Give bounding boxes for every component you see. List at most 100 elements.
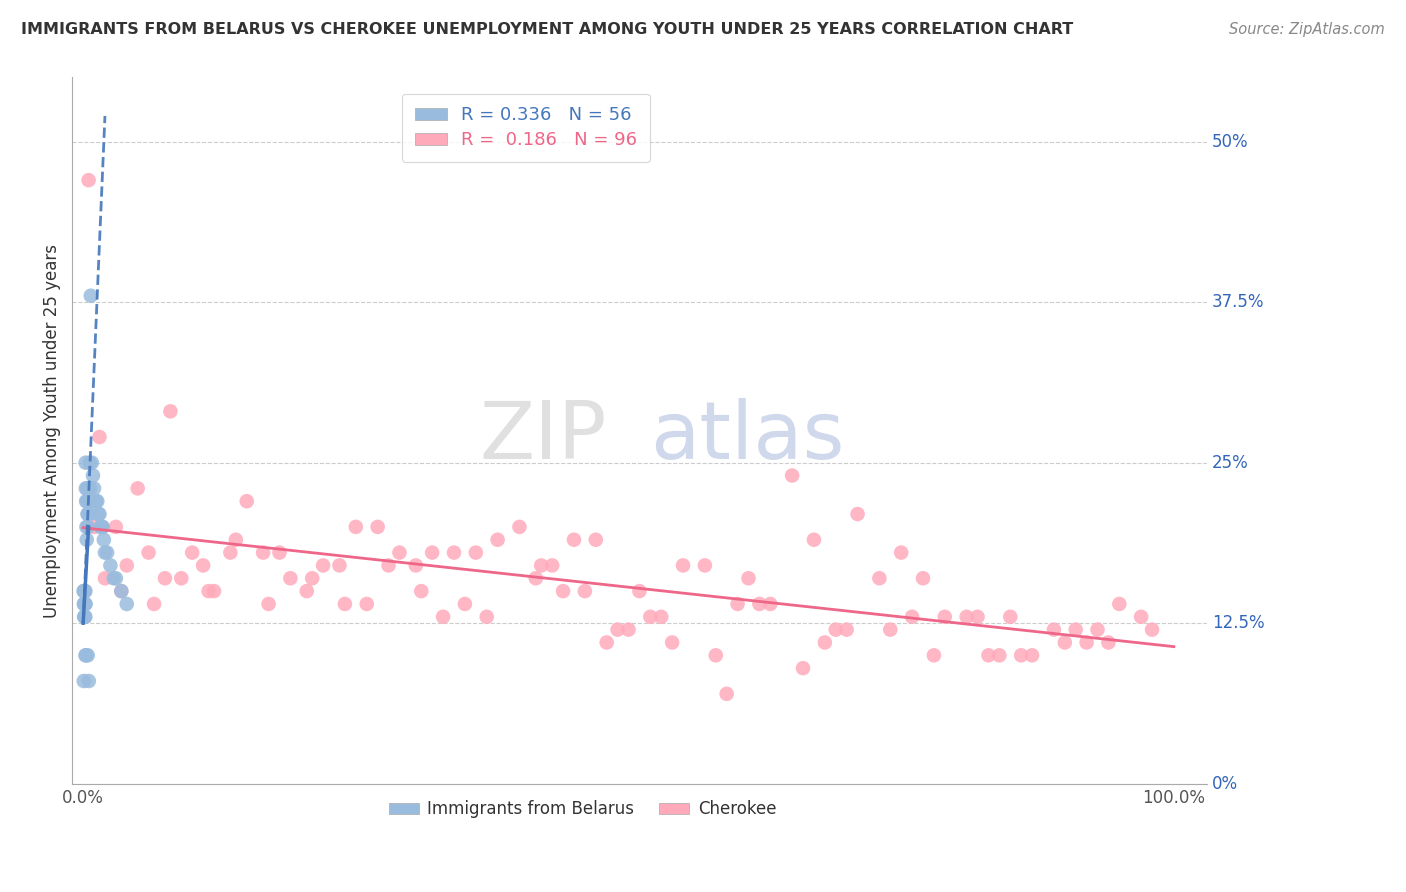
Point <box>82 468 104 483</box>
Point <box>344 520 367 534</box>
Point <box>333 597 356 611</box>
Point <box>75 597 97 611</box>
Point <box>814 635 837 649</box>
Point <box>75 584 97 599</box>
Point <box>879 623 901 637</box>
Point <box>1043 623 1066 637</box>
Point <box>1000 609 1022 624</box>
Point <box>988 648 1011 663</box>
Point <box>780 468 803 483</box>
Point <box>96 545 118 559</box>
Point <box>75 597 97 611</box>
Text: 50%: 50% <box>1212 133 1249 151</box>
Point <box>301 571 323 585</box>
Point <box>77 482 100 496</box>
Point <box>77 173 100 187</box>
Point <box>143 597 166 611</box>
Point <box>432 609 454 624</box>
Point <box>77 673 100 688</box>
Point <box>75 609 97 624</box>
Point <box>73 673 96 688</box>
Point <box>443 545 465 559</box>
Point <box>94 545 117 559</box>
Point <box>388 545 411 559</box>
Point <box>89 430 111 444</box>
Point <box>367 520 389 534</box>
Point <box>197 584 219 599</box>
Point <box>759 597 782 611</box>
Point <box>551 584 574 599</box>
Y-axis label: Unemployment Among Youth under 25 years: Unemployment Among Youth under 25 years <box>44 244 60 617</box>
Point <box>77 507 100 521</box>
Point <box>93 533 115 547</box>
Point <box>76 507 98 521</box>
Point <box>257 597 280 611</box>
Point <box>219 545 242 559</box>
Point <box>1021 648 1043 663</box>
Point <box>75 648 97 663</box>
Point <box>90 520 112 534</box>
Point <box>1076 635 1098 649</box>
Point <box>835 623 858 637</box>
Point <box>824 623 846 637</box>
Point <box>606 623 628 637</box>
Point <box>596 635 619 649</box>
Point <box>138 545 160 559</box>
Point <box>1130 609 1153 624</box>
Point <box>672 558 695 573</box>
Text: IMMIGRANTS FROM BELARUS VS CHEROKEE UNEMPLOYMENT AMONG YOUTH UNDER 25 YEARS CORR: IMMIGRANTS FROM BELARUS VS CHEROKEE UNEM… <box>21 22 1073 37</box>
Point <box>574 584 596 599</box>
Point <box>75 520 97 534</box>
Point <box>79 456 101 470</box>
Text: 25%: 25% <box>1212 454 1249 472</box>
Point <box>661 635 683 649</box>
Point <box>911 571 934 585</box>
Point <box>486 533 509 547</box>
Point <box>73 609 96 624</box>
Point <box>76 482 98 496</box>
Point <box>104 520 127 534</box>
Text: Source: ZipAtlas.com: Source: ZipAtlas.com <box>1229 22 1385 37</box>
Point <box>73 584 96 599</box>
Point <box>650 609 672 624</box>
Point <box>803 533 825 547</box>
Point <box>977 648 1000 663</box>
Point <box>76 520 98 534</box>
Point <box>704 648 727 663</box>
Point <box>727 597 749 611</box>
Point <box>73 597 96 611</box>
Point <box>83 482 105 496</box>
Point <box>75 482 97 496</box>
Point <box>159 404 181 418</box>
Point <box>73 597 96 611</box>
Point <box>104 571 127 585</box>
Point <box>77 507 100 521</box>
Point <box>737 571 759 585</box>
Point <box>846 507 869 521</box>
Text: 37.5%: 37.5% <box>1212 293 1264 311</box>
Point <box>269 545 291 559</box>
Point <box>922 648 945 663</box>
Point <box>76 533 98 547</box>
Text: 0%: 0% <box>1212 775 1239 793</box>
Point <box>454 597 477 611</box>
Point <box>1140 623 1163 637</box>
Point <box>89 507 111 521</box>
Point <box>73 597 96 611</box>
Point <box>295 584 318 599</box>
Point <box>110 584 132 599</box>
Point <box>73 584 96 599</box>
Point <box>716 687 738 701</box>
Point <box>530 558 553 573</box>
Text: atlas: atlas <box>651 398 845 476</box>
Point <box>868 571 890 585</box>
Point <box>100 558 122 573</box>
Point <box>748 597 770 611</box>
Point <box>181 545 204 559</box>
Point <box>1108 597 1130 611</box>
Point <box>1010 648 1032 663</box>
Point <box>84 494 107 508</box>
Point <box>1053 635 1076 649</box>
Point <box>934 609 956 624</box>
Point <box>83 520 105 534</box>
